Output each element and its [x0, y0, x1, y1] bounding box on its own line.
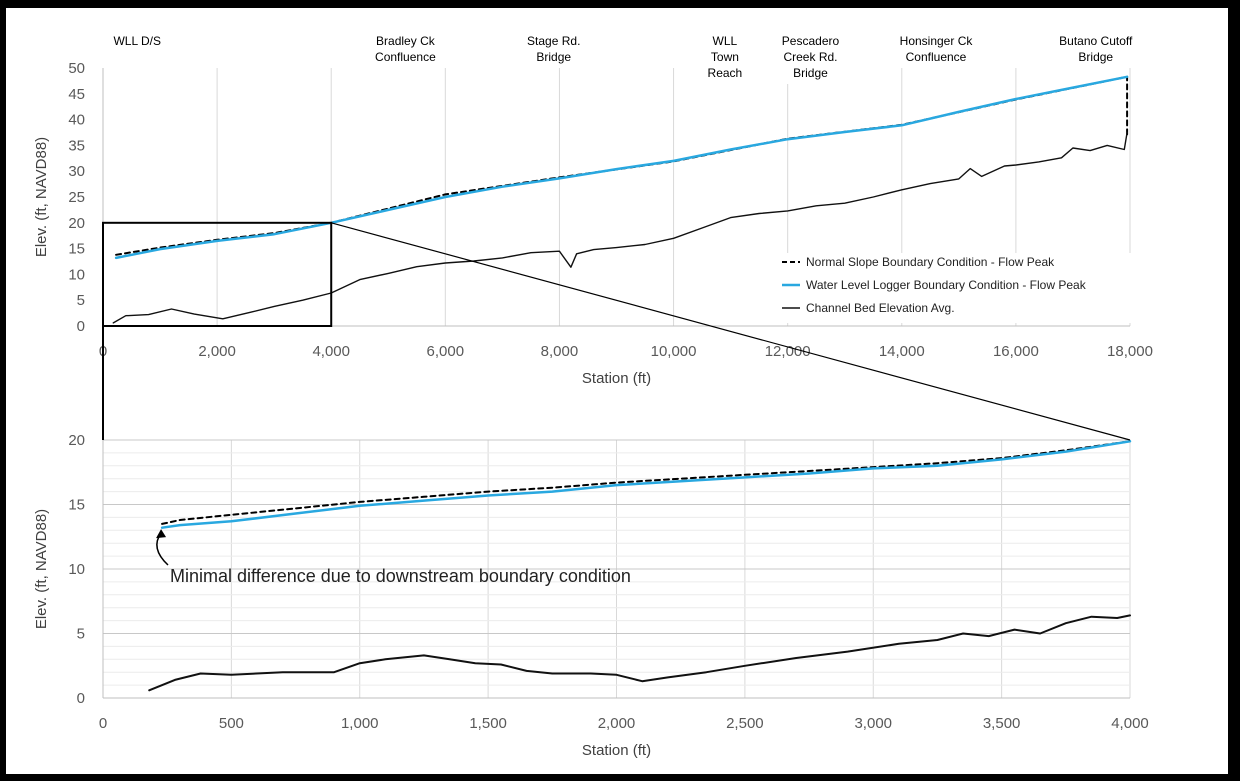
series-normal-slope-line: [116, 77, 1127, 255]
y-axis-title: Elev. (ft, NAVD88): [33, 509, 50, 629]
x-tick-label: 8,000: [541, 343, 579, 360]
legend: Normal Slope Boundary Condition - Flow P…: [748, 253, 1133, 323]
x-tick-label: 3,500: [983, 715, 1021, 732]
site-label-text: Town: [711, 50, 739, 64]
x-tick-label: 6,000: [427, 343, 465, 360]
x-tick-label: 16,000: [993, 343, 1039, 360]
site-label-text: Confluence: [906, 50, 967, 64]
annotation-arrow: [157, 533, 168, 565]
series-water-level-logger-line: [116, 77, 1127, 258]
y-tick-label: 5: [77, 292, 85, 309]
site-label: Pescadero Creek Rd. Bridge: [777, 30, 844, 84]
site-label-text: Pescadero: [782, 34, 840, 48]
site-label: Honsinger Ck Confluence: [892, 30, 979, 68]
series-water-level-logger-line: [162, 441, 1130, 527]
site-label-text: Bradley Ck: [376, 34, 436, 48]
y-tick-label: 20: [68, 215, 85, 232]
x-tick-label: 10,000: [651, 343, 697, 360]
site-label-text: Reach: [708, 66, 743, 80]
y-tick-label: 10: [68, 561, 85, 578]
y-tick-label: 5: [77, 626, 85, 643]
y-axis-title: Elev. (ft, NAVD88): [33, 137, 50, 257]
x-tick-label: 2,500: [726, 715, 764, 732]
x-axis-title: Station (ft): [582, 370, 651, 387]
y-tick-label: 10: [68, 266, 85, 283]
annotation: Minimal difference due to downstream bou…: [156, 529, 631, 586]
x-tick-label: 0: [99, 715, 107, 732]
site-label-text: Creek Rd.: [783, 50, 837, 64]
x-tick-label: 4,000: [1111, 715, 1149, 732]
site-label-text: Bridge: [1078, 50, 1113, 64]
x-axis-title: Station (ft): [582, 742, 651, 759]
site-label: Bradley Ck Confluence: [368, 30, 442, 68]
x-tick-label: 2,000: [198, 343, 236, 360]
y-tick-label: 50: [68, 60, 85, 77]
y-tick-label: 20: [68, 432, 85, 449]
y-tick-label: 30: [68, 163, 85, 180]
y-tick-label: 15: [68, 241, 85, 258]
site-label-text: WLL: [713, 34, 738, 48]
y-tick-label: 25: [68, 189, 85, 206]
x-tick-label: 2,000: [598, 715, 636, 732]
site-label-text: Bridge: [793, 66, 828, 80]
site-label-text: Butano Cutoff: [1059, 34, 1133, 48]
legend-label: Normal Slope Boundary Condition - Flow P…: [806, 255, 1055, 269]
site-label-text: Stage Rd.: [527, 34, 580, 48]
x-tick-label: 1,000: [341, 715, 379, 732]
site-label: Butano Cutoff Bridge: [1049, 30, 1143, 68]
site-label: WLL Town Reach: [704, 30, 745, 84]
site-label-text: Confluence: [375, 50, 436, 64]
y-tick-label: 40: [68, 112, 85, 129]
y-tick-label: 35: [68, 137, 85, 154]
site-label: WLL D/S: [110, 30, 164, 52]
site-label-text: WLL D/S: [113, 34, 161, 48]
y-tick-label: 45: [68, 86, 85, 103]
annotation-text: Minimal difference due to downstream bou…: [170, 566, 631, 586]
x-tick-label: 1,500: [469, 715, 507, 732]
legend-label: Channel Bed Elevation Avg.: [806, 301, 955, 315]
x-tick-label: 500: [219, 715, 244, 732]
x-tick-label: 3,000: [854, 715, 892, 732]
site-label-text: Bridge: [536, 50, 571, 64]
chart-2: 0 500 1,000 1,500 2,000 2,500 3,000 3,500 4,000 0…: [33, 432, 1149, 759]
y-tick-label: 15: [68, 497, 85, 514]
site-label: Stage Rd. Bridge: [520, 30, 587, 68]
site-label-text: Honsinger Ck: [900, 34, 974, 48]
x-tick-label: 14,000: [879, 343, 925, 360]
y-tick-label: 0: [77, 318, 85, 335]
series-channel-bed-line: [149, 615, 1130, 690]
x-tick-label: 4,000: [312, 343, 350, 360]
y-tick-label: 0: [77, 690, 85, 707]
legend-label: Water Level Logger Boundary Condition - …: [806, 278, 1087, 292]
chart-1: 02,0004,0006,0008,00010,00012,00014,0001…: [33, 30, 1153, 387]
x-tick-label: 18,000: [1107, 343, 1153, 360]
